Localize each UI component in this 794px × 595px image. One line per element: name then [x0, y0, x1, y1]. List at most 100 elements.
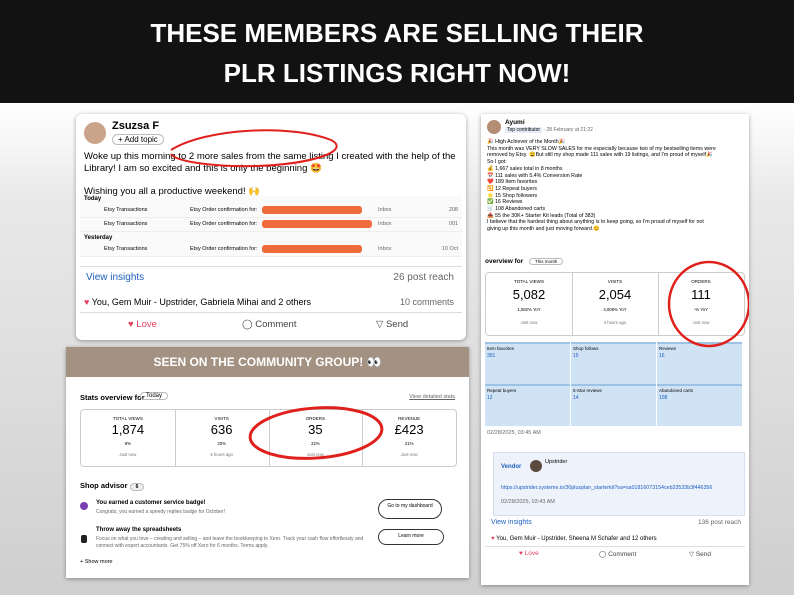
love-button[interactable]: ♥ Love [519, 550, 539, 557]
label: Shop advisor [80, 481, 128, 490]
card-title: Abandoned carts [659, 388, 694, 393]
post-line: ✅ 16 Reviews [487, 199, 523, 206]
post-card: Ayumi Top contributor · 28 February at 2… [481, 114, 749, 585]
post-line: giving up this month and just moving for… [487, 226, 600, 233]
period-select[interactable]: Today [140, 392, 169, 400]
annotation [170, 129, 338, 168]
post-line: I believe that the hardest thing about a… [487, 219, 704, 226]
section-title: Shop advisor 6 [80, 481, 145, 491]
link[interactable]: https://upstrider.systeme.io/30plusplan_… [501, 485, 713, 491]
subject: Etsy Order confirmation for: [190, 246, 258, 252]
label: Stats overview for [80, 393, 145, 402]
stat-change: 4,008% YoY [603, 307, 627, 313]
card-title: Repeat buyers [487, 388, 517, 393]
email-row-bg [80, 205, 462, 218]
show-more[interactable]: + Show more [80, 559, 113, 565]
divider [80, 266, 462, 267]
card-value: 391 [487, 353, 496, 359]
stat-value: 5,082 [512, 286, 546, 302]
label: overview for [485, 258, 524, 265]
link[interactable]: View detailed stats [409, 394, 455, 400]
advice-title: You earned a customer service badge! [96, 500, 206, 506]
folder: Inbox [378, 207, 392, 213]
button[interactable]: Learn more [378, 529, 444, 545]
post-reach: 136 post reach [697, 519, 741, 526]
advice-title: Throw away the spreadsheets [96, 527, 182, 533]
period-select[interactable]: This month [529, 258, 564, 265]
comment-button[interactable]: ◯ Comment [242, 319, 297, 330]
reaction-names: You, Gem Muir - Upstrider, Sheena M Scha… [496, 536, 657, 542]
timestamp: 02/28/2025, 03:43 AM [501, 499, 555, 505]
red-circle [248, 406, 384, 460]
badge: Top contributor [505, 127, 543, 133]
stat-label: REVENUE [398, 415, 421, 421]
stat-note: 4 hours ago [603, 319, 627, 325]
insight-card: Item favorites 391 [485, 342, 570, 384]
stat-label: TOTAL VIEWS [514, 279, 544, 285]
add-topic[interactable]: + Add topic [112, 134, 164, 145]
stat-value: 111 [691, 286, 711, 302]
post-line: 🎉 High Achiever of the Month🎉 [487, 139, 566, 145]
divider [572, 273, 573, 335]
stat-change: 21% [404, 440, 414, 446]
advice-text: Congrats, you earned a speedy replies ba… [96, 509, 225, 515]
view-insights[interactable]: View insights [86, 272, 145, 283]
stat-change: -% YoY [693, 307, 709, 313]
post-card: Zsuzsa F + Add topic Woke up this mornin… [76, 114, 466, 340]
subject: Etsy Order confirmation for: [190, 221, 258, 227]
view-insights[interactable]: View insights [491, 519, 532, 526]
post-text: Wishing you all a productive weekend! 🙌 [84, 186, 261, 197]
group-label: Yesterday [84, 235, 113, 241]
card-value: 12 [487, 395, 493, 401]
post-reach: 26 post reach [393, 272, 454, 283]
redaction [262, 206, 362, 214]
send-button[interactable]: ▽ Send [689, 551, 711, 558]
email-list: Today Etsy Transactions Etsy Order confirm… [80, 196, 462, 257]
button[interactable]: Go to my dashboard [378, 499, 442, 519]
date: 10 Oct [441, 246, 458, 252]
divider [174, 410, 176, 466]
post-line: 📥 55 the 30K+ Starter Kit leads (Total o… [487, 212, 596, 219]
stat-label: ORDERS [691, 279, 711, 285]
red-circle [667, 260, 749, 348]
comment-button[interactable]: ◯ Comment [599, 551, 637, 558]
header-band [0, 0, 794, 103]
redaction [262, 220, 372, 228]
icon [81, 535, 87, 543]
divider [80, 312, 462, 313]
insight-card: 5-Star reviews 14 [571, 384, 656, 426]
meta: Top contributor · 28 February at 21:22 · [505, 127, 596, 133]
post-line: This month was VERY SLOW SALES for me es… [487, 145, 716, 152]
divider [362, 410, 364, 466]
avatar [487, 120, 501, 134]
date: 208 [448, 207, 458, 213]
comment-count[interactable]: 10 comments [399, 297, 454, 307]
header-line: PLR LISTINGS RIGHT NOW! [223, 58, 571, 88]
label: Send [385, 319, 409, 330]
send-button[interactable]: ▽ Send [376, 319, 409, 330]
annotation [248, 406, 384, 460]
card-value: 16 [659, 353, 665, 359]
reactions: ♥ You, Gem Muir - Upstrider, Sheena M Sc… [491, 536, 657, 542]
stat-label: ORDERS [305, 415, 326, 421]
insight-card: Shop follows 15 [571, 342, 656, 384]
divider [485, 546, 745, 547]
stat-note: Just now [692, 319, 710, 325]
timestamp: 02/28/2025, 03:45 AM [487, 430, 541, 436]
timestamp: · 28 February at 21:22 · [543, 127, 596, 133]
avatar [530, 460, 542, 472]
stats-box: TOTAL VIEWS 5,082 1,082% YoY Just now VISITS… [485, 272, 745, 336]
insight-cards: Item favorites 391 Shop follows 15 Reviews 16… [485, 342, 743, 426]
love-button[interactable]: ♥ Love [128, 319, 157, 330]
label: Comment [255, 319, 297, 330]
post-line: 🛒 108 Abandoned carts [487, 206, 546, 212]
stat-value: 636 [210, 422, 233, 438]
post-line: ❤️ 189 Item favorites [487, 179, 538, 186]
stat-label: VISITS [607, 279, 623, 285]
stat-note: 5 hours ago [210, 452, 233, 457]
banner-text: SEEN ON THE COMMUNITY GROUP! 👀 [153, 355, 382, 369]
label: Show more [84, 559, 113, 565]
annotation [667, 260, 749, 348]
post-line: 🔁 12 Repeat buyers [487, 185, 537, 192]
insight-card: Reviews 16 [657, 342, 742, 384]
